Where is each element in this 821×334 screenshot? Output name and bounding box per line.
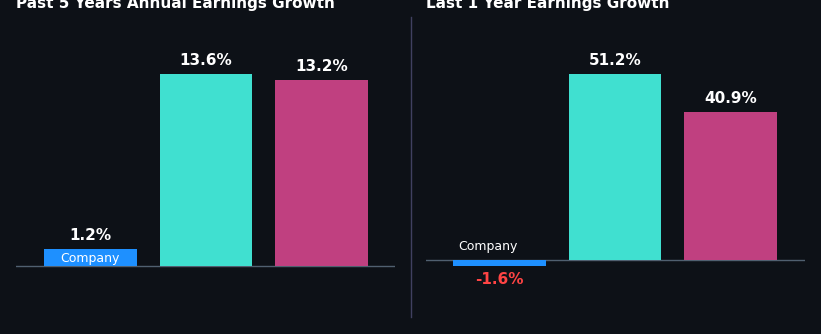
Text: 51.2%: 51.2%	[589, 53, 641, 68]
Text: 40.9%: 40.9%	[704, 91, 757, 106]
Text: Industry: Industry	[589, 238, 640, 251]
Bar	[44, 249, 136, 266]
Text: Industry: Industry	[181, 243, 232, 257]
Text: Company: Company	[61, 252, 120, 265]
Text: Past 5 Years Annual Earnings Growth: Past 5 Years Annual Earnings Growth	[16, 0, 335, 11]
Bar	[569, 74, 662, 260]
Bar	[159, 74, 252, 266]
Text: 13.6%: 13.6%	[180, 53, 232, 68]
Text: Last 1 Year Earnings Growth: Last 1 Year Earnings Growth	[425, 0, 669, 11]
Text: 13.2%: 13.2%	[295, 59, 348, 74]
Bar	[685, 112, 777, 260]
Bar	[453, 260, 546, 266]
Text: -1.6%: -1.6%	[475, 272, 524, 287]
Text: 1.2%: 1.2%	[69, 228, 112, 243]
Text: Market: Market	[300, 244, 343, 257]
Text: Market: Market	[709, 240, 752, 253]
Text: Company: Company	[458, 239, 517, 253]
Bar	[275, 80, 368, 266]
